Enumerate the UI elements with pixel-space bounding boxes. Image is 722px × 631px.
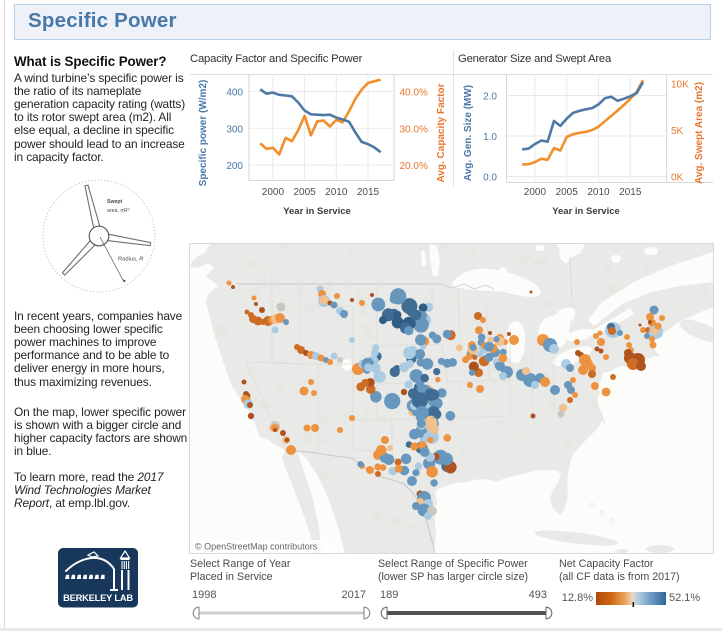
svg-text:Swept: Swept — [107, 199, 123, 205]
svg-text:BERKELEY LAB: BERKELEY LAB — [63, 593, 133, 603]
svg-text:Capacity Factor and Specific P: Capacity Factor and Specific Power — [190, 53, 363, 65]
svg-text:2015: 2015 — [619, 187, 642, 198]
svg-text:Year in Service: Year in Service — [552, 206, 620, 217]
svg-text:Avg. Swept Area (m2): Avg. Swept Area (m2) — [694, 82, 705, 184]
svg-text:20.0%: 20.0% — [400, 161, 428, 172]
svg-text:© OpenStreetMap contributors: © OpenStreetMap contributors — [195, 542, 318, 552]
svg-text:2000: 2000 — [262, 187, 285, 198]
svg-text:2010: 2010 — [587, 187, 610, 198]
svg-text:30.0%: 30.0% — [400, 124, 428, 135]
svg-text:0.0: 0.0 — [483, 173, 497, 184]
svg-text:0K: 0K — [671, 173, 684, 184]
svg-text:5K: 5K — [671, 126, 684, 137]
svg-text:Year in Service: Year in Service — [283, 206, 351, 217]
svg-text:1.0: 1.0 — [483, 132, 497, 143]
svg-text:2005: 2005 — [293, 187, 316, 198]
svg-text:Radius, R: Radius, R — [118, 257, 144, 263]
svg-text:Avg. Capacity Factor: Avg. Capacity Factor — [436, 83, 447, 182]
svg-text:area, πR²: area, πR² — [107, 208, 129, 214]
svg-text:Specific power (W/m2): Specific power (W/m2) — [198, 80, 209, 187]
svg-text:2015: 2015 — [357, 187, 380, 198]
svg-text:300: 300 — [226, 124, 243, 135]
svg-text:Generator Size and Swept Area: Generator Size and Swept Area — [458, 53, 612, 65]
svg-text:2000: 2000 — [524, 187, 547, 198]
svg-text:2005: 2005 — [556, 187, 579, 198]
svg-text:200: 200 — [226, 161, 243, 172]
svg-text:10K: 10K — [671, 80, 689, 91]
svg-text:Avg. Gen. Size (MW): Avg. Gen. Size (MW) — [463, 85, 474, 181]
svg-text:400: 400 — [226, 88, 243, 99]
svg-text:2010: 2010 — [325, 187, 348, 198]
svg-text:2.0: 2.0 — [483, 92, 497, 103]
svg-text:40.0%: 40.0% — [400, 88, 428, 99]
